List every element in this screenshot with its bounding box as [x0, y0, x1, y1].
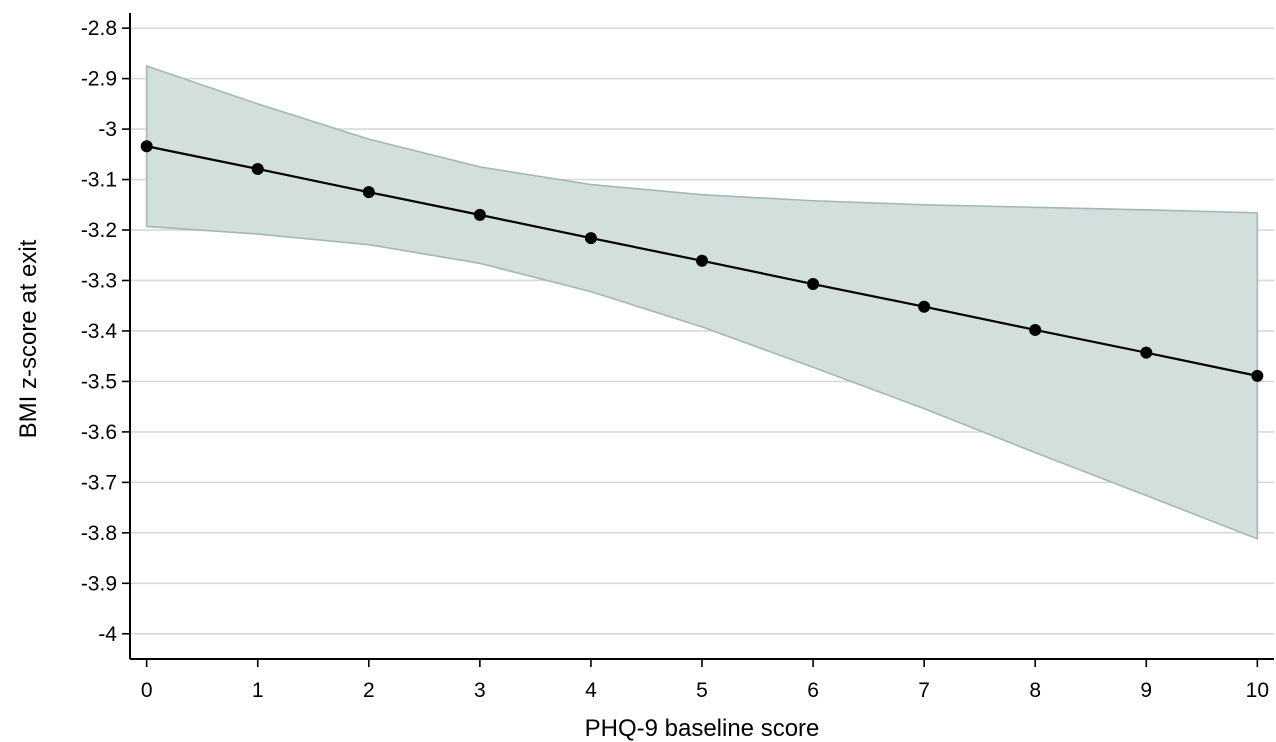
data-point — [1029, 323, 1042, 336]
x-tick-label: 7 — [918, 679, 930, 702]
y-tick-label: -3.7 — [81, 471, 117, 494]
y-tick-label: -3.9 — [81, 572, 117, 595]
x-tick-label: 5 — [696, 679, 708, 702]
x-axis-title: PHQ-9 baseline score — [585, 715, 820, 742]
y-axis-title: BMI z-score at exit — [15, 239, 42, 438]
x-tick-label: 9 — [1140, 679, 1152, 702]
axis-layer — [122, 13, 1274, 667]
x-tick-label: 3 — [474, 679, 486, 702]
marker-layer — [140, 140, 1264, 382]
y-tick-label: -3.2 — [81, 219, 117, 242]
data-point — [807, 278, 820, 291]
x-tick-label: 2 — [363, 679, 375, 702]
data-point — [251, 162, 264, 175]
data-point — [584, 232, 597, 245]
confidence-band — [145, 64, 1259, 541]
data-point — [918, 300, 931, 313]
data-point — [473, 208, 486, 221]
confidence-band-layer — [145, 64, 1259, 541]
y-tick-label: -3.5 — [81, 370, 117, 393]
y-tick-label: -3.4 — [81, 320, 118, 343]
data-point — [1140, 346, 1153, 359]
x-tick-label: 6 — [807, 679, 819, 702]
y-tick-label: -3 — [98, 118, 117, 141]
data-point — [1251, 369, 1264, 382]
x-tick-label: 0 — [141, 679, 153, 702]
y-tick-label: -4 — [98, 623, 117, 646]
tick-label-layer: -2.8 -2.9 -3 -3.1 -3.2 -3.3 -3.4 -3.5 -3.6 -3.7 -3… — [81, 17, 1269, 702]
y-tick-label: -2.9 — [81, 68, 117, 91]
y-tick-label: -3.1 — [81, 169, 117, 192]
x-tick-label: 1 — [252, 679, 264, 702]
y-tick-label: -3.6 — [81, 421, 117, 444]
data-point — [696, 254, 708, 267]
y-tick-label: -3.8 — [81, 522, 117, 545]
y-tick-label: -3.3 — [81, 269, 117, 292]
data-point — [362, 186, 375, 199]
x-tick-label: 8 — [1029, 679, 1041, 702]
data-point — [140, 140, 153, 153]
x-tick-label: 4 — [585, 679, 597, 702]
y-tick-label: -2.8 — [81, 17, 117, 40]
x-tick-label: 10 — [1246, 679, 1269, 702]
